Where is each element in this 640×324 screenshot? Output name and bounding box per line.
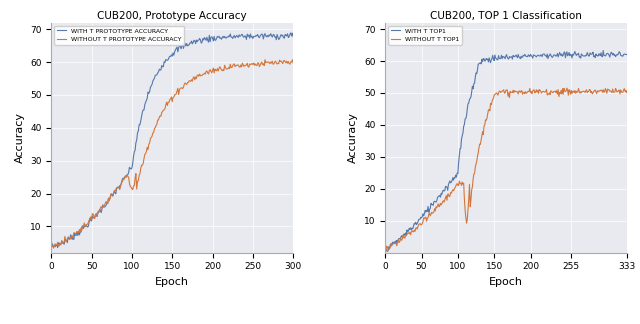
WITH T PROTOTYPE ACCURACY <box>268 33 275 37</box>
WITHOUT T PROTOTYPE ACCURACY <box>49 244 57 248</box>
WITHOUT T TOP1 <box>463 221 470 225</box>
WITH T TOP1 <box>514 56 522 60</box>
Line: WITH T TOP1: WITH T TOP1 <box>386 51 627 251</box>
Legend: WITH T PROTOTYPE ACCURACY, WITHOUT T PROTOTYPE ACCURACY: WITH T PROTOTYPE ACCURACY, WITHOUT T PRO… <box>54 26 184 45</box>
WITH T PROTOTYPE ACCURACY <box>48 241 56 245</box>
X-axis label: Epoch: Epoch <box>489 277 523 287</box>
WITHOUT T TOP1 <box>563 86 571 90</box>
WITHOUT T PROTOTYPE ACCURACY <box>261 58 269 62</box>
Title: CUB200, Prototype Accuracy: CUB200, Prototype Accuracy <box>97 10 247 20</box>
WITH T TOP1 <box>590 55 598 59</box>
WITHOUT T PROTOTYPE ACCURACY <box>252 63 260 67</box>
WITHOUT T PROTOTYPE ACCURACY <box>268 59 276 63</box>
Line: WITHOUT T TOP1: WITHOUT T TOP1 <box>386 88 627 250</box>
WITHOUT T PROTOTYPE ACCURACY <box>50 246 58 250</box>
WITHOUT T TOP1 <box>623 89 631 93</box>
WITH T PROTOTYPE ACCURACY <box>287 31 294 35</box>
WITH T TOP1 <box>534 53 541 57</box>
WITH T TOP1 <box>414 220 422 224</box>
WITHOUT T TOP1 <box>590 89 598 93</box>
WITH T TOP1 <box>463 107 471 110</box>
WITHOUT T PROTOTYPE ACCURACY <box>192 75 200 79</box>
WITHOUT T TOP1 <box>513 89 520 93</box>
WITH T PROTOTYPE ACCURACY <box>289 35 297 39</box>
WITHOUT T TOP1 <box>514 90 522 94</box>
Y-axis label: Accuracy: Accuracy <box>15 112 24 163</box>
WITHOUT T TOP1 <box>382 249 390 252</box>
Title: CUB200, TOP 1 Classification: CUB200, TOP 1 Classification <box>430 10 582 20</box>
Line: WITHOUT T PROTOTYPE ACCURACY: WITHOUT T PROTOTYPE ACCURACY <box>52 60 293 248</box>
WITH T TOP1 <box>600 49 607 52</box>
WITHOUT T PROTOTYPE ACCURACY <box>289 61 297 65</box>
WITH T TOP1 <box>382 247 390 251</box>
WITH T PROTOTYPE ACCURACY <box>54 246 61 249</box>
WITH T PROTOTYPE ACCURACY <box>192 42 200 46</box>
X-axis label: Epoch: Epoch <box>156 277 189 287</box>
WITH T TOP1 <box>623 53 631 57</box>
WITH T PROTOTYPE ACCURACY <box>252 33 260 37</box>
WITHOUT T PROTOTYPE ACCURACY <box>48 244 56 248</box>
WITHOUT T TOP1 <box>533 90 541 94</box>
WITH T TOP1 <box>515 52 522 56</box>
WITHOUT T TOP1 <box>413 227 421 231</box>
WITH T PROTOTYPE ACCURACY <box>193 38 200 42</box>
WITH T TOP1 <box>383 249 391 253</box>
WITHOUT T PROTOTYPE ACCURACY <box>193 77 200 81</box>
Legend: WITH T TOP1, WITHOUT T TOP1: WITH T TOP1, WITHOUT T TOP1 <box>388 26 462 45</box>
WITHOUT T PROTOTYPE ACCURACY <box>196 74 204 78</box>
Line: WITH T PROTOTYPE ACCURACY: WITH T PROTOTYPE ACCURACY <box>52 33 293 248</box>
WITH T PROTOTYPE ACCURACY <box>49 245 57 249</box>
Y-axis label: Accuracy: Accuracy <box>348 112 358 163</box>
WITH T PROTOTYPE ACCURACY <box>196 38 204 42</box>
